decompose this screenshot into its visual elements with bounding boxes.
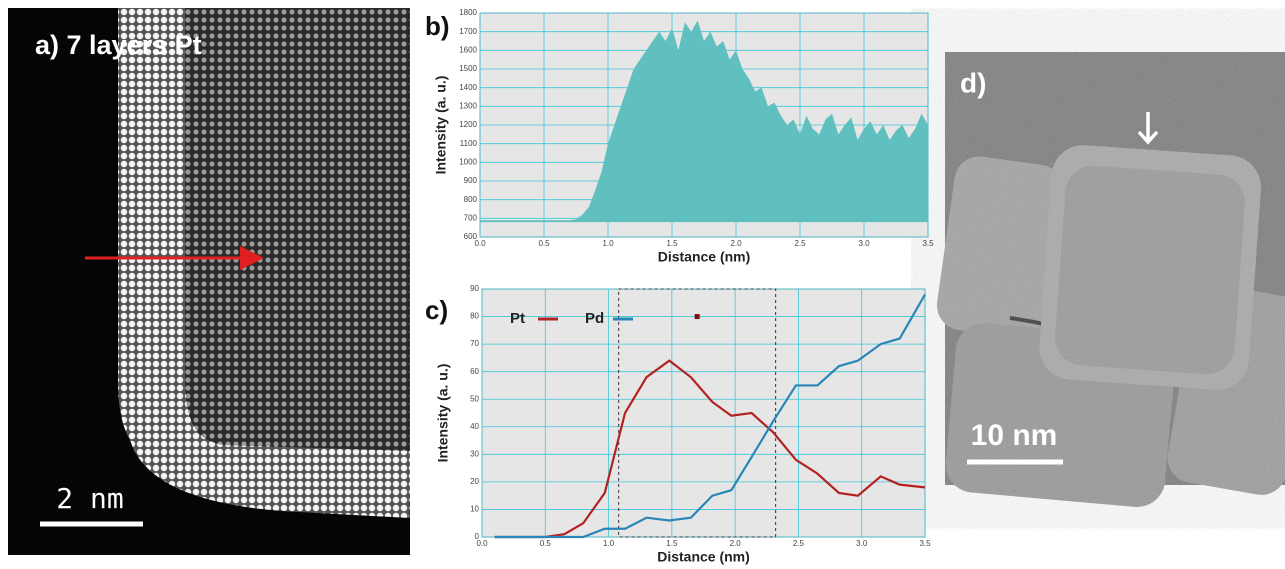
- y-axis-label: Intensity (a. u.): [433, 76, 449, 175]
- panel-label: a) 7 layers Pt: [35, 30, 202, 60]
- y-tick-label: 10: [470, 505, 479, 514]
- arrow: [1137, 112, 1159, 145]
- panel-label: c): [425, 295, 448, 325]
- panel-a: a) 7 layers Pt 2 nm: [8, 8, 410, 555]
- y-tick-label: 800: [464, 195, 478, 204]
- plot-area: [481, 288, 926, 538]
- line: [494, 293, 926, 539]
- y-tick-label: 1800: [459, 8, 477, 17]
- y-tick-label: 1300: [459, 101, 477, 110]
- x-axis-label: Distance (nm): [658, 249, 751, 265]
- x-tick-label: 1.5: [666, 239, 678, 248]
- x-tick-label: 1.0: [603, 539, 615, 548]
- x-tick-label: 1.0: [602, 239, 614, 248]
- panel-d: d) 10 nm: [936, 52, 1285, 507]
- y-tick-label: 90: [470, 284, 479, 293]
- y-tick-label: 900: [464, 176, 478, 185]
- y-tick-label: 1000: [459, 157, 477, 166]
- y-tick-label: 1400: [459, 83, 477, 92]
- scale-bar-label: 10 nm: [971, 419, 1058, 452]
- legend-label: Pd: [585, 310, 604, 327]
- y-tick-label: 0: [475, 532, 480, 541]
- x-tick-label: 1.5: [666, 539, 678, 548]
- y-tick-label: 1100: [460, 139, 478, 148]
- y-tick-label: 50: [470, 394, 479, 403]
- y-tick-label: 20: [470, 477, 479, 486]
- y-tick-label: 1200: [459, 120, 477, 129]
- x-tick-label: 2.5: [794, 239, 806, 248]
- x-tick-label: 0.0: [474, 239, 486, 248]
- y-axis-label: Intensity (a. u.): [435, 364, 451, 463]
- x-axis-label: Distance (nm): [657, 549, 750, 565]
- panel-label: b): [425, 11, 450, 41]
- x-tick-label: 3.0: [856, 539, 868, 548]
- x-tick-label: 0.5: [538, 239, 550, 248]
- y-tick-label: 1500: [459, 64, 477, 73]
- lattice: [118, 8, 410, 518]
- x-tick-label: 2.0: [730, 539, 742, 548]
- x-tick-label: 2.5: [793, 539, 805, 548]
- legend-label: Pt: [510, 310, 525, 327]
- chart: 600 700 800 900 1000 1100 1200 1300 1400 1500 1600…: [425, 8, 934, 265]
- y-tick-label: 1700: [459, 27, 477, 36]
- y-tick-label: 70: [470, 339, 479, 348]
- panel-label: d): [960, 67, 986, 98]
- chart: 0 10 20 30 40 50 60 70 80 90 0.0 0.5 1.0 1.5 2.0 2.5 3.0…: [425, 284, 931, 565]
- y-tick-label: 80: [470, 312, 479, 321]
- x-tick-label: 3.5: [922, 239, 934, 248]
- y-tick-label: 700: [464, 213, 478, 222]
- y-tick-label: 600: [464, 232, 478, 241]
- x-tick-label: 3.0: [858, 239, 870, 248]
- line: [494, 359, 926, 539]
- y-tick-label: 1600: [459, 45, 477, 54]
- scale-bar-label: 2 nm: [56, 482, 123, 515]
- x-tick-label: 0.5: [540, 539, 552, 548]
- y-tick-label: 40: [470, 422, 479, 431]
- x-tick-label: 2.0: [730, 239, 742, 248]
- marker: [694, 314, 700, 320]
- y-tick-label: 30: [470, 449, 479, 458]
- highlight-box: [618, 288, 777, 538]
- y-tick-label: 60: [470, 367, 479, 376]
- area: [480, 20, 928, 223]
- x-tick-label: 3.5: [919, 539, 931, 548]
- x-tick-label: 0.0: [476, 539, 488, 548]
